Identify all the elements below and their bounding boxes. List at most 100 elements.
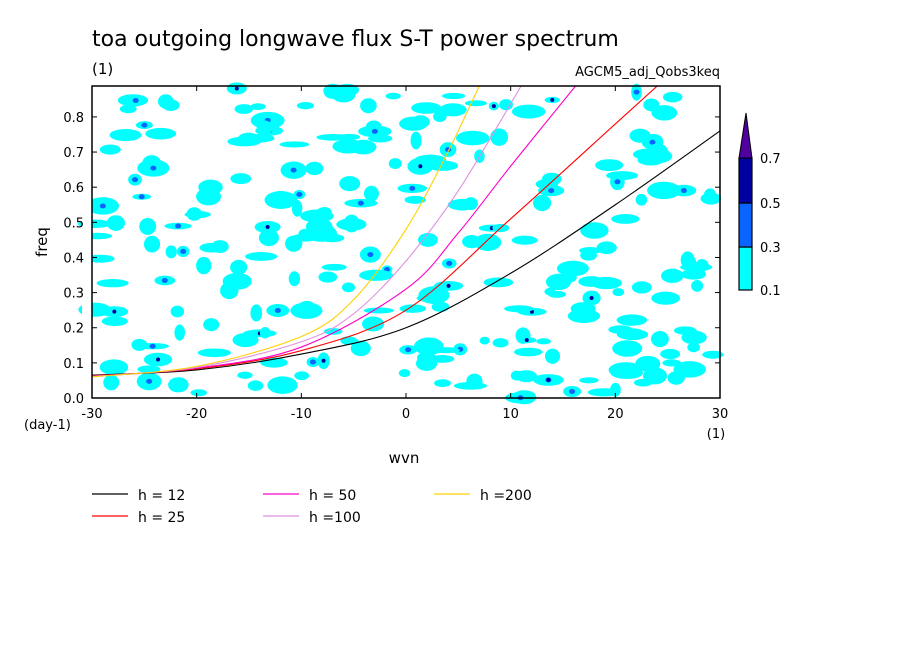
y-tick-label: 0.6: [63, 181, 84, 196]
contour-patch: [296, 102, 315, 110]
contour-patch: [323, 327, 343, 335]
subtitle-right: AGCM5_adj_Qobs3keq: [575, 65, 720, 80]
contour-patch: [511, 104, 546, 119]
contour-patch: [680, 188, 687, 194]
contour-patch: [643, 98, 660, 112]
x-tick-label: 30: [712, 407, 729, 422]
contour-patch: [569, 388, 576, 394]
contour-patch: [430, 347, 460, 354]
contour-patch: [398, 369, 411, 378]
colorbar-label: 0.1: [760, 284, 781, 299]
contour-patch: [196, 187, 222, 206]
contour-patch: [309, 359, 316, 365]
contour-patch: [341, 282, 356, 293]
contour-patch: [417, 232, 438, 247]
contour-patch: [99, 203, 106, 209]
contour-patch: [647, 181, 681, 200]
contour-patch: [614, 179, 621, 185]
contour-patch: [230, 259, 248, 275]
contour-patch: [694, 268, 706, 279]
contour-patch: [411, 102, 442, 114]
contour-patch: [203, 318, 220, 332]
contour-patch: [570, 302, 596, 316]
contour-patch: [612, 288, 625, 297]
y-tick-label: 0.4: [63, 251, 84, 266]
legend-label-3: h =100: [309, 510, 361, 526]
contour-patch: [578, 276, 605, 287]
contour-patch: [230, 173, 252, 185]
contour-patch: [524, 338, 529, 343]
contour-patch: [296, 191, 303, 197]
contour-patch: [446, 283, 451, 288]
contour-patch: [633, 89, 640, 95]
legend-label-4: h =200: [480, 488, 532, 504]
dispersion-curves: [91, 85, 721, 378]
contour-patch: [596, 241, 617, 255]
contour-patch: [499, 99, 513, 111]
contour-patch: [673, 361, 707, 378]
contour-patch: [318, 271, 338, 283]
contour-patch: [385, 92, 401, 100]
contour-patch: [332, 139, 365, 154]
legend-label-2: h = 50: [309, 488, 356, 504]
y-tick-label: 0.1: [63, 357, 84, 372]
contour-patch: [702, 350, 724, 359]
legend-label-0: h = 12: [138, 488, 185, 504]
contour-patch: [197, 348, 232, 358]
series-line-1: [91, 85, 658, 377]
contour-patch: [635, 193, 648, 206]
y-tick-label: 0.0: [63, 392, 84, 407]
contour-patch: [180, 248, 187, 254]
contour-patch: [455, 130, 490, 146]
contour-patch: [232, 332, 259, 348]
contour-patch: [149, 343, 156, 349]
contour-patch: [662, 91, 683, 103]
contour-patch: [399, 304, 427, 313]
contour-patch: [109, 129, 142, 142]
contour-patch: [321, 358, 326, 363]
contour-patch: [610, 382, 621, 397]
axis-ticks: -30 -20 -10 0 10 20 30 0.0 0.1 0.2 0.3 0.4 0.5 0.6 0.7…: [63, 86, 728, 422]
contour-patch: [434, 379, 452, 387]
x-tick-label: -30: [81, 407, 102, 422]
contour-patch: [550, 97, 555, 102]
contour-patch: [608, 362, 643, 378]
contour-patch: [417, 351, 436, 364]
contour-patch: [620, 328, 645, 340]
colorbar-label: 0.7: [760, 152, 781, 167]
contour-patch: [101, 316, 128, 326]
contour-patch: [405, 347, 412, 353]
contour-patch: [170, 305, 185, 318]
contour-patch: [141, 122, 148, 128]
series-line-2: [91, 85, 576, 377]
contour-patch: [409, 185, 416, 191]
y-tick-label: 0.7: [63, 146, 84, 161]
legend: h = 12 h = 25 h = 50 h =100 h =200: [92, 488, 532, 526]
contour-patch: [363, 307, 395, 314]
contour-patch: [418, 286, 450, 304]
x-tick-label: -10: [291, 407, 312, 422]
contour-patch: [410, 131, 422, 150]
contour-patch: [238, 132, 259, 145]
contour-patch: [247, 380, 264, 391]
contour-patch: [431, 301, 450, 312]
contour-patch: [106, 215, 126, 231]
contour-patch: [633, 378, 653, 387]
contour-patch: [86, 254, 115, 263]
contour-patch: [556, 260, 589, 277]
contour-patch: [548, 188, 555, 194]
contour-patch: [161, 277, 168, 283]
contour-patch: [132, 177, 139, 183]
contour-patch: [258, 229, 279, 247]
contour-patch: [138, 194, 145, 200]
contour-patch: [691, 279, 704, 292]
contour-patch: [256, 120, 273, 136]
contour-patch: [515, 370, 538, 383]
contour-patch: [513, 347, 543, 357]
contour-patch: [453, 381, 488, 390]
contour-field: [77, 66, 724, 406]
contour-patch: [267, 376, 298, 394]
contour-patch: [190, 389, 207, 397]
